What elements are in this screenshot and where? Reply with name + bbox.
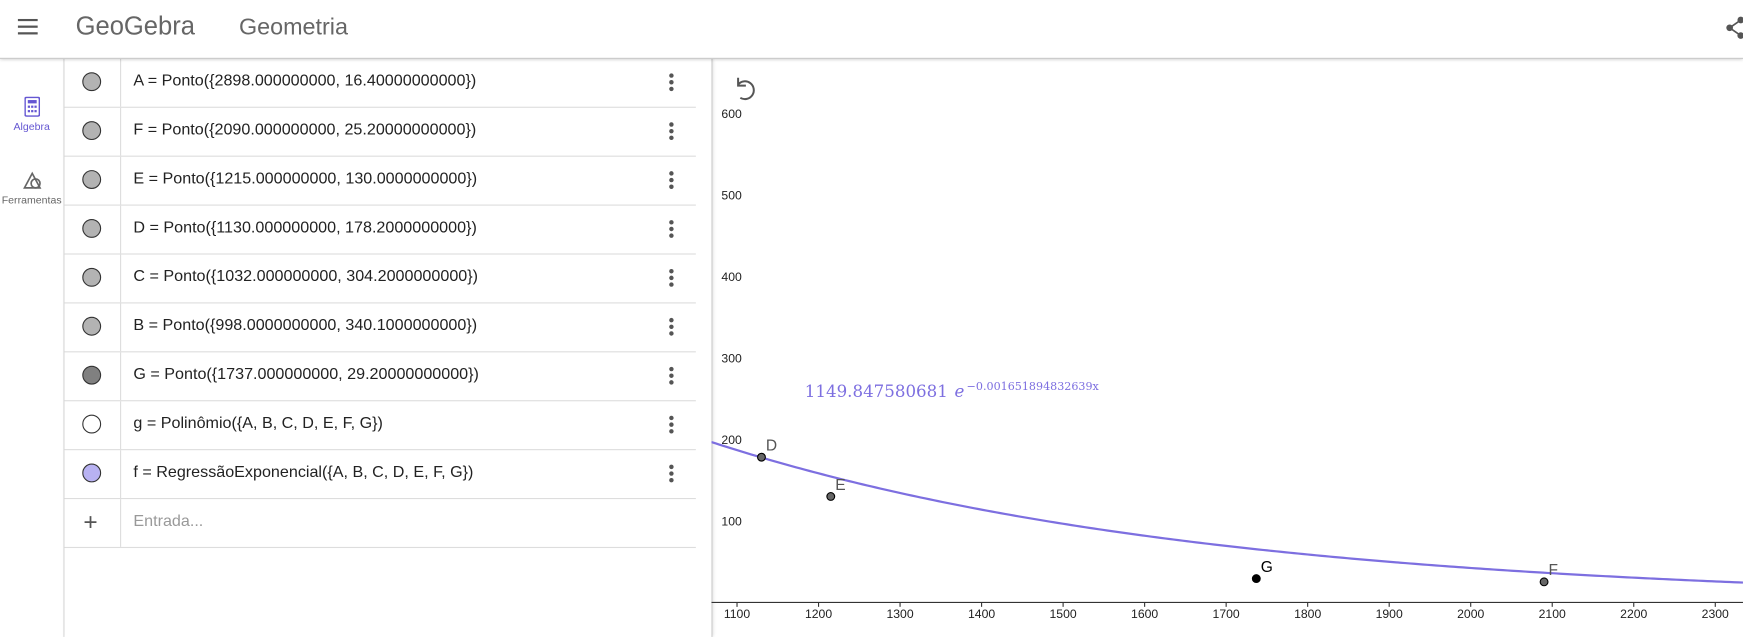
header: GeoGebra Geometria xyxy=(0,0,1743,59)
algebra-text: C = Ponto({1032.000000000, 304.200000000… xyxy=(133,267,479,286)
regression-curve xyxy=(711,440,1743,584)
undo-button[interactable] xyxy=(737,77,755,101)
point xyxy=(826,492,836,501)
visibility-cell xyxy=(64,254,122,303)
point-label: D xyxy=(766,438,777,455)
row-menu[interactable] xyxy=(669,171,674,191)
tab-label: Ferramentas xyxy=(1,194,62,207)
row-menu[interactable] xyxy=(669,122,674,142)
y-tick-label: 400 xyxy=(721,270,742,284)
sidebar: Algebra Ferramentas xyxy=(0,58,65,637)
point-label: F xyxy=(1549,562,1559,579)
tools-tab[interactable]: Ferramentas xyxy=(0,170,63,207)
x-tick-label: 1600 xyxy=(1131,607,1158,621)
row-menu[interactable] xyxy=(669,415,674,436)
algebra-text: D = Ponto({1130.000000000, 178.200000000… xyxy=(133,218,477,237)
point-label: E xyxy=(835,477,845,494)
point-label: G xyxy=(1261,559,1273,576)
visibility-cell xyxy=(64,450,122,498)
x-tick-label: 1800 xyxy=(1294,607,1321,621)
visibility-toggle[interactable] xyxy=(82,414,102,434)
algebra-row: f = RegressãoExponencial({A, B, C, D, E,… xyxy=(64,450,696,500)
x-tick-label: 1700 xyxy=(1213,607,1240,621)
tab-label: Algebra xyxy=(13,121,50,134)
row-menu[interactable] xyxy=(669,220,674,240)
visibility-cell xyxy=(64,58,122,107)
x-tick-label: 1100 xyxy=(724,607,750,621)
x-tick-label: 1300 xyxy=(886,607,913,621)
algebra-row: F = Ponto({2090.000000000, 25.2000000000… xyxy=(64,107,696,157)
algebra-text: A = Ponto({2898.000000000, 16.4000000000… xyxy=(133,72,477,91)
plus-icon: + xyxy=(83,508,98,536)
point xyxy=(1539,577,1549,587)
algebra-text: B = Ponto({998.0000000000, 340.100000000… xyxy=(133,316,478,335)
algebra-text: E = Ponto({1215.000000000, 130.000000000… xyxy=(133,170,478,188)
visibility-cell xyxy=(64,303,122,352)
algebra-text: f = RegressãoExponencial({A, B, C, D, E,… xyxy=(133,463,474,482)
app-title: Geometria xyxy=(238,14,348,41)
algebra-row: B = Ponto({998.0000000000, 340.100000000… xyxy=(64,303,696,353)
visibility-toggle[interactable] xyxy=(82,316,102,336)
x-tick-label: 1500 xyxy=(1050,607,1077,621)
row-menu[interactable] xyxy=(669,269,674,289)
visibility-cell xyxy=(64,205,122,254)
row-menu[interactable] xyxy=(669,73,674,93)
y-tick-label: 100 xyxy=(721,514,742,528)
curve-label-base: e xyxy=(955,382,965,401)
x-tick-label: 1200 xyxy=(805,607,832,621)
logo: GeoGebra xyxy=(75,11,195,41)
input-icon-cell: + xyxy=(64,499,122,547)
algebra-view: A = Ponto({2898.000000000, 16.4000000000… xyxy=(64,58,713,637)
x-tick-label: 1900 xyxy=(1376,607,1403,621)
y-tick-label: 500 xyxy=(721,188,742,202)
x-tick-label: 2200 xyxy=(1620,607,1647,621)
algebra-row: C = Ponto({1032.000000000, 304.200000000… xyxy=(64,254,696,304)
algebra-row: E = Ponto({1215.000000000, 130.000000000… xyxy=(64,156,696,206)
curve-label-exponent: −0.001651894832639x xyxy=(967,380,1100,393)
algebra-row: A = Ponto({2898.000000000, 16.4000000000… xyxy=(64,58,696,108)
row-menu[interactable] xyxy=(669,317,674,338)
algebra-row: g = Polinômio({A, B, C, D, E, F, G}) xyxy=(64,401,696,451)
y-tick-label: 200 xyxy=(721,433,742,447)
row-menu[interactable] xyxy=(669,464,674,485)
menu-button[interactable] xyxy=(17,18,38,35)
algebra-row: G = Ponto({1737.000000000, 29.2000000000… xyxy=(64,352,696,402)
algebra-row: D = Ponto({1130.000000000, 178.200000000… xyxy=(64,205,696,255)
tools-icon xyxy=(22,171,41,189)
curve-label: 1149.847580681 e −0.001651894832639x xyxy=(805,380,1100,401)
y-tick-label: 600 xyxy=(721,107,742,121)
visibility-toggle[interactable] xyxy=(82,170,102,189)
input-placeholder: Entrada... xyxy=(133,512,204,531)
visibility-toggle[interactable] xyxy=(82,267,102,287)
point xyxy=(757,452,766,462)
visibility-cell xyxy=(64,156,122,205)
calculator-icon xyxy=(23,96,40,117)
visibility-toggle[interactable] xyxy=(82,218,102,238)
visibility-toggle[interactable] xyxy=(82,365,102,385)
curve-label-coefficient: 1149.847580681 xyxy=(805,382,948,401)
visibility-cell xyxy=(64,401,122,450)
share-button[interactable] xyxy=(1725,16,1743,40)
visibility-toggle[interactable] xyxy=(82,72,102,92)
algebra-tab[interactable]: Algebra xyxy=(0,96,63,134)
algebra-text: G = Ponto({1737.000000000, 29.2000000000… xyxy=(133,365,479,384)
algebra-text: F = Ponto({2090.000000000, 25.2000000000… xyxy=(133,121,477,139)
x-tick-label: 1400 xyxy=(968,607,995,621)
visibility-cell xyxy=(64,352,122,401)
x-tick-label: 2100 xyxy=(1539,607,1566,621)
algebra-text: g = Polinômio({A, B, C, D, E, F, G}) xyxy=(133,414,383,433)
input-row[interactable]: + Entrada... xyxy=(64,499,696,549)
x-tick-label: 2000 xyxy=(1457,607,1484,621)
visibility-toggle[interactable] xyxy=(82,121,102,141)
row-menu[interactable] xyxy=(669,366,674,387)
graphics-view: 1100 1200 1300 1400 1500 1600 1700 1800 1900 2000… xyxy=(711,77,1743,621)
y-tick-label: 300 xyxy=(721,351,742,365)
visibility-cell xyxy=(64,107,122,156)
x-tick-label: 2300 xyxy=(1702,607,1729,621)
visibility-toggle[interactable] xyxy=(82,463,102,483)
point xyxy=(1251,574,1261,584)
